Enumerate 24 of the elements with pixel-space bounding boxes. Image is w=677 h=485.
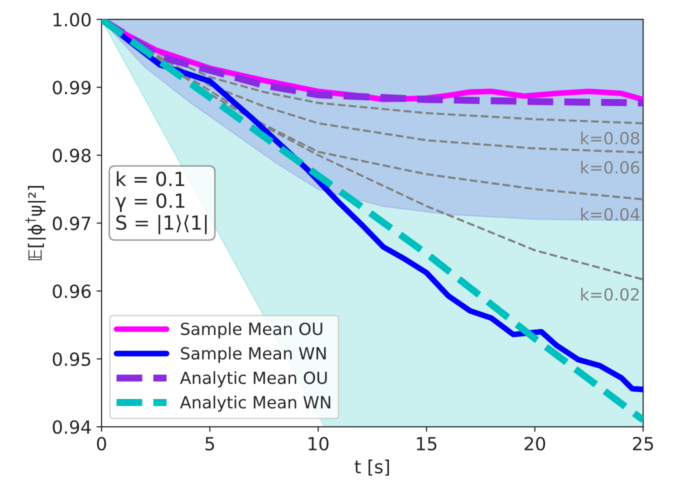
legend-label: Analytic Mean WN	[180, 396, 330, 412]
legend-label: Sample Mean WN	[180, 346, 326, 363]
y-tick-label: 0.94	[52, 420, 91, 434]
y-tick-label: 0.95	[52, 352, 90, 366]
annotation: k=0.04	[581, 208, 640, 221]
y-tick-label: 1.00	[54, 12, 91, 27]
x-tick-label: 5	[206, 437, 214, 450]
x-tick-label: 25	[632, 436, 654, 450]
x-axis-title: t [s]	[354, 460, 389, 476]
y-tick-label: 0.96	[52, 284, 91, 298]
y-tick-label: 0.97	[52, 216, 90, 230]
x-tick-label: 20	[524, 436, 546, 450]
x-tick-label: 10	[308, 436, 328, 450]
y-axis-title: 𝔼[|ϕ$^{†}$ψ|²]	[25, 186, 46, 260]
legend-label: Analytic Mean OU	[180, 371, 327, 388]
annotation: k=0.06	[581, 160, 640, 174]
x-tick-label: 0	[96, 436, 106, 450]
annotation: k=0.02	[581, 288, 639, 301]
annotation: k=0.08	[581, 132, 640, 145]
legend-label: Sample Mean OU	[180, 322, 322, 338]
x-tick-label: 15	[417, 437, 436, 450]
annotation: k = 0.1 γ = 0.1 S = |1⟩⟨1|	[115, 171, 207, 234]
y-tick-label: 0.98	[52, 148, 91, 162]
y-tick-label: 0.99	[52, 80, 91, 94]
